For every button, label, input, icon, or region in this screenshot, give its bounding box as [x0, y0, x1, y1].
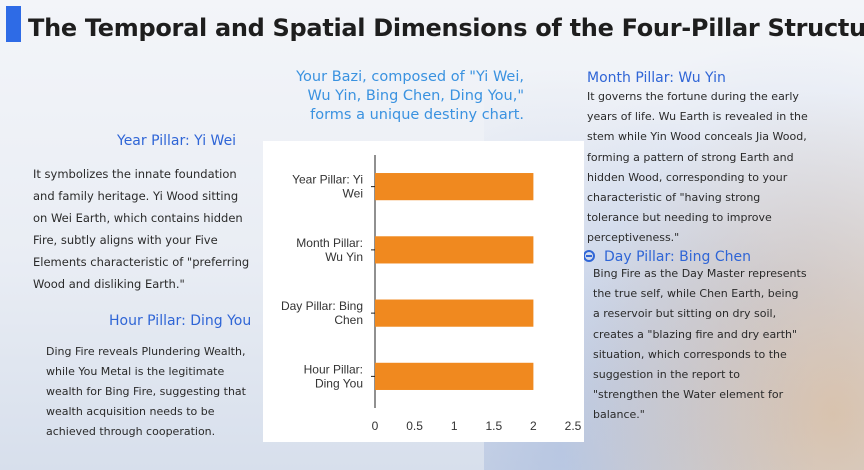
title-accent-bar [6, 6, 21, 42]
hour-pillar-text: Ding Fire reveals Plundering Wealth, whi… [46, 345, 246, 438]
bar [375, 173, 534, 201]
page-title: The Temporal and Spatial Dimensions of t… [28, 14, 864, 42]
chart-card: Year Pillar: Yi Wei Month Pillar: Wu Yin Day… [263, 141, 584, 442]
x-tick-label: 1 [451, 419, 458, 433]
x-tick-label: 1.5 [485, 419, 502, 433]
globe-icon [583, 250, 595, 262]
category-label: Wu Yin [325, 250, 363, 264]
day-pillar-text: Bing Fire as the Day Master represents t… [593, 267, 807, 422]
x-tick-label: 0.5 [406, 419, 423, 433]
year-pillar-heading: Year Pillar: Yi Wei [117, 133, 237, 149]
month-pillar-heading: Month Pillar: Wu Yin [587, 70, 726, 86]
category-label: Hour Pillar: [304, 362, 363, 376]
category-label: Wei [343, 187, 363, 201]
year-pillar-text: It symbolizes the innate foundation and … [33, 167, 250, 291]
bar [375, 299, 534, 327]
category-label: Chen [334, 313, 363, 327]
day-pillar-heading: Day Pillar: Bing Chen [604, 249, 751, 265]
month-pillar-text: It governs the fortune during the early … [587, 90, 808, 245]
bar [375, 362, 534, 390]
category-label: Day Pillar: Bing [281, 299, 363, 313]
x-tick-label: 2.5 [565, 419, 582, 433]
category-label: Ding You [315, 376, 363, 390]
x-tick-label: 2 [530, 419, 537, 433]
intro-text: Your Bazi, composed of "Yi Wei, Wu Yin, … [296, 69, 524, 123]
hour-pillar-heading: Hour Pillar: Ding You [109, 313, 252, 329]
x-tick-label: 0 [372, 419, 379, 433]
bar [375, 236, 534, 264]
category-label: Month Pillar: [296, 236, 363, 250]
category-label: Year Pillar: Yi [292, 173, 363, 187]
